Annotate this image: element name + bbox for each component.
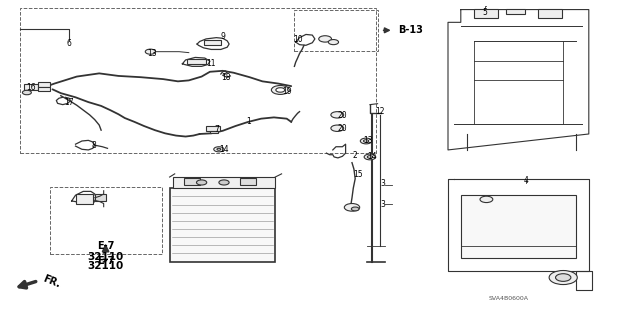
Bar bbox=[506, 9, 525, 14]
Bar bbox=[210, 131, 218, 133]
Bar bbox=[294, 10, 378, 51]
Text: 14: 14 bbox=[367, 152, 378, 161]
Circle shape bbox=[549, 271, 577, 285]
Bar bbox=[474, 9, 498, 18]
Bar bbox=[95, 194, 106, 201]
Bar bbox=[170, 188, 275, 262]
Circle shape bbox=[271, 85, 289, 94]
Text: 13: 13 bbox=[147, 49, 157, 58]
Bar bbox=[38, 87, 50, 91]
Circle shape bbox=[364, 154, 376, 160]
Bar bbox=[204, 40, 221, 45]
Text: 18: 18 bbox=[221, 73, 230, 82]
Circle shape bbox=[344, 204, 360, 211]
Text: 20: 20 bbox=[337, 124, 348, 133]
Circle shape bbox=[276, 88, 285, 92]
Text: 7: 7 bbox=[214, 125, 219, 134]
Circle shape bbox=[480, 196, 493, 203]
Text: 32110: 32110 bbox=[88, 252, 124, 262]
Text: 20: 20 bbox=[337, 111, 348, 120]
Text: B-13: B-13 bbox=[398, 25, 423, 35]
Circle shape bbox=[360, 138, 372, 144]
Text: 32110: 32110 bbox=[88, 261, 124, 271]
Text: 11: 11 bbox=[207, 59, 216, 68]
Bar bbox=[20, 8, 376, 153]
Bar bbox=[24, 84, 38, 90]
Text: 1: 1 bbox=[246, 117, 251, 126]
Text: FR.: FR. bbox=[42, 274, 62, 290]
Bar bbox=[461, 195, 576, 258]
Circle shape bbox=[556, 274, 571, 281]
Text: 10: 10 bbox=[292, 35, 303, 44]
Text: 2: 2 bbox=[353, 151, 358, 160]
Text: 16: 16 bbox=[26, 83, 36, 92]
Text: 19: 19 bbox=[282, 87, 292, 96]
Text: 4: 4 bbox=[524, 176, 529, 185]
Circle shape bbox=[22, 90, 31, 95]
Text: 17: 17 bbox=[64, 98, 74, 107]
Bar bbox=[206, 126, 220, 131]
Circle shape bbox=[331, 112, 344, 118]
Bar bbox=[173, 177, 275, 188]
Text: 8: 8 bbox=[92, 141, 97, 150]
Bar bbox=[187, 59, 206, 64]
Text: 5: 5 bbox=[483, 8, 488, 17]
Bar bbox=[184, 178, 200, 185]
Circle shape bbox=[214, 147, 224, 152]
Circle shape bbox=[196, 180, 207, 185]
Circle shape bbox=[367, 156, 372, 158]
Text: 13: 13 bbox=[363, 136, 373, 145]
Text: E-7: E-7 bbox=[97, 241, 115, 251]
Circle shape bbox=[364, 140, 369, 142]
Text: 15: 15 bbox=[353, 170, 364, 179]
Circle shape bbox=[319, 36, 332, 42]
Text: 6: 6 bbox=[67, 39, 72, 48]
Circle shape bbox=[331, 125, 344, 131]
Circle shape bbox=[328, 40, 339, 45]
Circle shape bbox=[219, 180, 229, 185]
Text: 9: 9 bbox=[220, 32, 225, 41]
Circle shape bbox=[145, 49, 156, 54]
Bar bbox=[38, 82, 50, 87]
Text: 3: 3 bbox=[380, 179, 385, 188]
Bar bbox=[76, 194, 93, 204]
Bar bbox=[50, 187, 162, 254]
Bar bbox=[240, 178, 256, 185]
Circle shape bbox=[217, 148, 221, 150]
Text: 14: 14 bbox=[219, 145, 229, 154]
Circle shape bbox=[351, 207, 359, 211]
Text: SVA4B0600A: SVA4B0600A bbox=[489, 296, 529, 301]
Text: 12: 12 bbox=[375, 107, 384, 116]
Text: E-7: E-7 bbox=[97, 256, 115, 266]
Bar bbox=[538, 9, 562, 18]
Text: 3: 3 bbox=[380, 200, 385, 209]
